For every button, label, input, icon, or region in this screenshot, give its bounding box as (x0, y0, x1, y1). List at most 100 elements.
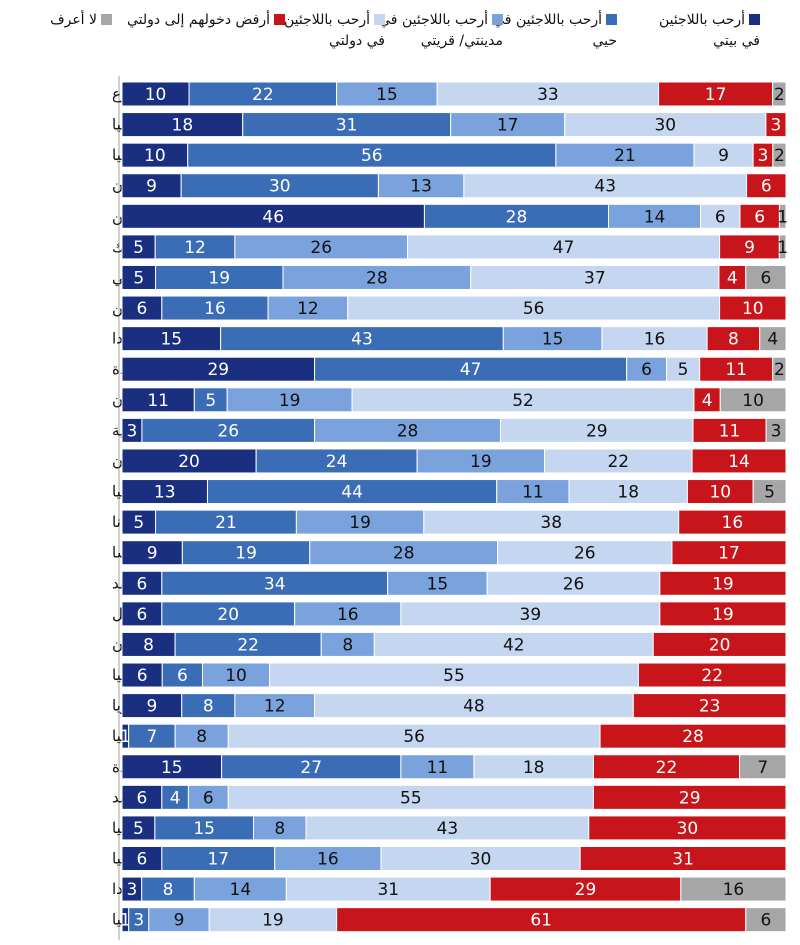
value-label: 15 (193, 819, 215, 839)
value-label: 9 (718, 146, 729, 166)
bar-segment (121, 479, 208, 505)
value-label: 15 (376, 85, 398, 105)
bar-segment (706, 326, 761, 352)
value-label: 55 (443, 666, 465, 686)
value-label: 16 (204, 299, 226, 319)
value-label: 14 (230, 880, 252, 900)
value-label: 10 (225, 666, 247, 686)
value-label: 15 (161, 758, 183, 778)
value-label: 22 (237, 635, 259, 655)
value-label: 6 (754, 207, 765, 227)
value-label: 22 (607, 452, 629, 472)
value-label: 15 (160, 330, 182, 350)
value-label: 6 (137, 850, 148, 870)
value-label: 20 (709, 635, 731, 655)
value-label: 11 (522, 483, 544, 503)
value-label: 28 (397, 421, 419, 441)
bar-segment (252, 815, 307, 841)
bar-segment (155, 264, 284, 290)
value-label: 31 (336, 116, 358, 136)
bar-segment (121, 754, 223, 780)
value-label: 30 (470, 850, 492, 870)
value-label: 10 (709, 483, 731, 503)
value-label: 44 (341, 483, 363, 503)
bar-segment (719, 295, 787, 321)
value-label: 18 (172, 116, 194, 136)
value-label: 19 (470, 452, 492, 472)
value-label: 3 (127, 421, 138, 441)
value-label: 22 (252, 85, 274, 105)
value-label: 6 (137, 299, 148, 319)
bar-segment (148, 907, 210, 933)
bar-segment (671, 540, 787, 566)
bar-segment (686, 479, 754, 505)
value-label: 43 (351, 330, 373, 350)
bar-segment (174, 631, 322, 657)
value-label: 10 (742, 391, 764, 411)
bar-segment (336, 81, 438, 107)
value-label: 29 (586, 421, 608, 441)
value-label: 42 (503, 635, 525, 655)
legend-label-country: أرحب باللاجئين في دولتي (283, 12, 385, 49)
bar-segment (174, 723, 229, 749)
value-label: 5 (764, 483, 775, 503)
value-label: 5 (133, 238, 144, 258)
bar-segment (765, 417, 787, 443)
value-label: 4 (702, 391, 713, 411)
value-label: 19 (235, 544, 257, 564)
bar-segment (121, 631, 176, 657)
bar-segment (652, 631, 787, 657)
value-label: 11 (719, 421, 741, 441)
bar-segment (208, 907, 338, 933)
value-label: 6 (760, 268, 771, 288)
value-label: 21 (614, 146, 636, 166)
value-label: 5 (678, 360, 689, 380)
value-label: 28 (682, 727, 704, 747)
value-label: 5 (133, 819, 144, 839)
value-label: 47 (553, 238, 575, 258)
value-label: 8 (203, 697, 214, 717)
bar-segment (121, 448, 257, 474)
value-label: 17 (718, 544, 740, 564)
legend-swatch-city (492, 14, 503, 25)
value-label: 8 (163, 880, 174, 900)
value-label: 4 (170, 788, 181, 808)
bar-segment (700, 203, 741, 229)
bar-segment (659, 601, 787, 627)
value-label: 3 (126, 880, 137, 900)
bar-segment (680, 876, 787, 902)
value-label: 15 (542, 330, 564, 350)
bar-segment (141, 876, 195, 902)
bar-segment (121, 662, 163, 688)
bar-segment (608, 203, 702, 229)
value-label: 20 (217, 605, 239, 625)
value-label: 28 (366, 268, 388, 288)
value-label: 6 (137, 574, 148, 594)
value-label: 26 (563, 574, 585, 594)
bar-segment (314, 693, 634, 719)
value-label: 2 (774, 360, 785, 380)
bar-segment (568, 479, 688, 505)
legend-label-dont-know: لا أعرف (50, 12, 97, 28)
bar-segment (692, 417, 767, 443)
value-label: 11 (427, 758, 449, 778)
bar-segment (637, 662, 787, 688)
value-label: 16 (337, 605, 359, 625)
bar-segment (121, 509, 157, 535)
bar-segment (121, 112, 244, 138)
bar-segment (187, 142, 557, 168)
value-label: 10 (145, 85, 167, 105)
bar-segment (141, 417, 316, 443)
value-label: 38 (540, 513, 562, 533)
bar-segment (772, 142, 787, 168)
bar-segment (121, 264, 157, 290)
bar-segment (599, 723, 787, 749)
value-label: 12 (264, 697, 286, 717)
legend-item-home: أرحب باللاجئين في بيتي (659, 10, 760, 52)
value-label: 16 (723, 880, 745, 900)
value-label: 19 (349, 513, 371, 533)
value-label: 6 (137, 666, 148, 686)
legend-swatch-refuse (274, 14, 285, 25)
value-label: 2 (774, 85, 785, 105)
